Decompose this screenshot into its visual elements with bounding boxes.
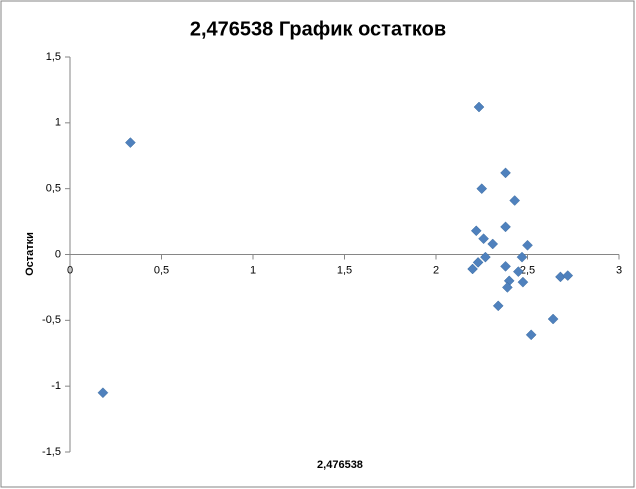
x-tick-label: 1 [250,264,256,276]
point [467,263,478,275]
point [517,276,529,288]
point [516,251,528,263]
x-tick-label: 1,5 [337,264,352,276]
point [502,282,513,293]
point [478,233,489,245]
y-tick-label: 0 [55,248,61,260]
chart-title: 2,476538 График остатков [190,18,446,40]
point [547,313,559,325]
point [500,221,511,233]
x-axis-label: 2,476538 [317,459,363,471]
y-tick-label: 1 [55,117,61,129]
y-tick-label: 0,5 [46,183,61,195]
x-tick-label: 3 [616,264,622,276]
x-tick-label: 0,5 [154,264,169,276]
point [470,225,482,237]
y-tick-label: -1,5 [42,446,61,458]
point [509,195,521,206]
point [472,257,484,268]
y-tick-label: -0,5 [42,314,61,326]
point [487,238,499,250]
point [500,260,511,272]
x-tick-label: 2 [433,264,439,276]
x-tick-label: 2,5 [520,264,535,276]
point [525,329,537,341]
point [480,251,491,263]
point [562,270,574,281]
x-tick-label: 0 [67,264,73,276]
point [522,239,533,251]
point [512,266,524,277]
point [500,167,511,179]
point [473,101,485,113]
point [476,183,488,195]
point [97,387,109,399]
y-tick-label: 1,5 [46,51,61,63]
y-axis-label: Остатки [24,232,36,276]
y-tick-label: -1 [51,380,61,392]
point [125,137,136,148]
point [492,300,504,312]
